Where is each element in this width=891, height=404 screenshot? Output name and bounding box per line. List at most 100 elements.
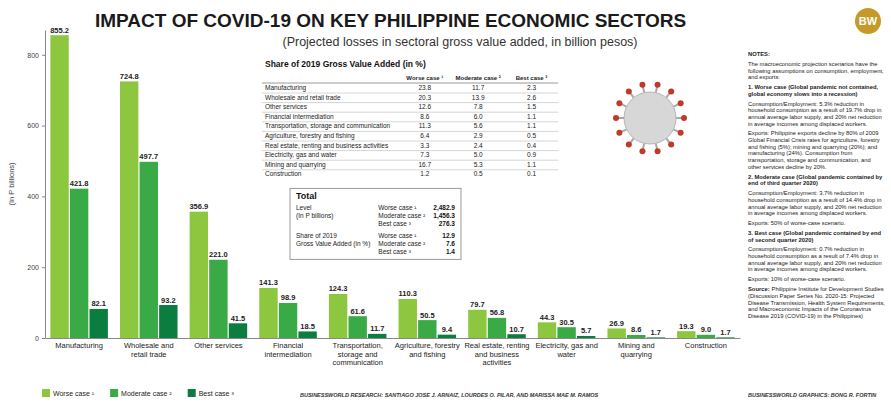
table-row-label: Transportation, storage and communicatio… <box>265 122 391 130</box>
bar <box>70 189 88 338</box>
table-cell: 1.1 <box>527 113 536 120</box>
total-case: Best case ³ <box>378 220 411 227</box>
table-cell: 2.6 <box>527 94 536 101</box>
notes-source-label: Source: <box>748 286 770 292</box>
bar <box>647 337 665 338</box>
data-label: 10.7 <box>509 325 524 334</box>
legend-label: Best case ³ <box>199 390 235 397</box>
bar <box>229 323 247 338</box>
table-column-head: Moderate case ² <box>456 75 501 81</box>
x-tick-label-line: intermediation <box>264 350 311 359</box>
bar <box>418 320 436 338</box>
total-unit: Gross Value Added (in %) <box>296 240 370 248</box>
bar <box>120 81 138 338</box>
bar <box>259 288 277 338</box>
table-rule <box>262 102 558 103</box>
total-value: 7.6 <box>446 240 455 247</box>
notes-case-text-line: household consumption as a result of 14.… <box>748 197 881 203</box>
x-tick: Real estate, rentingand businessactiviti… <box>464 338 529 367</box>
credit-research: BUSINESSWORLD RESEARCH: SANTIAGO JOSE J.… <box>300 392 599 398</box>
data-label: 98.9 <box>281 293 296 302</box>
data-label: 124.3 <box>329 284 348 293</box>
table-row-label: Construction <box>265 170 302 177</box>
table-cell: 1.2 <box>420 170 429 177</box>
y-tick-label: 0 <box>35 335 39 342</box>
total-case: Moderate case ² <box>378 212 426 219</box>
bar <box>190 212 208 338</box>
notes-case-text: Consumption/Employment: 0.7% reduction i… <box>748 246 882 272</box>
x-tick-label-line: Construction <box>685 341 727 350</box>
notes-case-text-line: in average incomes among displaced worke… <box>748 210 868 216</box>
table-cell: 12.6 <box>418 103 431 110</box>
legend-label: Moderate case ² <box>121 390 172 397</box>
table-column-head: Best case ³ <box>516 75 548 81</box>
notes-intro-line: and exports: <box>748 74 780 80</box>
y-tick: 600 <box>27 122 45 129</box>
table-row-label: Manufacturing <box>265 84 307 92</box>
notes-case-text-line: and fishing (5%); mining and quarrying (… <box>748 144 877 150</box>
total-case: Best case ³ <box>378 248 411 255</box>
data-label: 79.7 <box>470 300 485 309</box>
bar <box>50 35 68 338</box>
infographic: IMPACT OF COVID-19 ON KEY PHILIPPINE ECO… <box>0 0 891 404</box>
table-title: Share of 2019 Gross Value Added (in %) <box>265 59 426 69</box>
total-value: 1.4 <box>446 248 455 255</box>
x-tick-label-line: and fishing <box>409 350 445 359</box>
x-tick-label: Transportation,storage andcommunication <box>332 341 382 367</box>
table-cell: 1.5 <box>527 103 536 110</box>
table-rule <box>262 160 558 161</box>
y-tick: 800 <box>27 52 45 59</box>
bar <box>438 335 456 338</box>
x-tick: Financialintermediation <box>264 338 311 359</box>
bar <box>89 309 107 338</box>
bar <box>697 335 715 338</box>
bar <box>716 337 734 338</box>
share-table: Share of 2019 Gross Value Added (in %) Ma… <box>262 59 558 177</box>
total-box: TotalLevel(In P billions)Worse case ¹Mod… <box>290 188 461 259</box>
virus-tip <box>626 142 632 148</box>
notes-case-text: Exports: Philippine exports decline by 8… <box>748 130 880 169</box>
notes-case-text-line: Exports: 10% of worse-case scenario. <box>748 276 846 282</box>
data-label: 9.0 <box>701 325 711 334</box>
legend-swatch <box>110 389 118 397</box>
notes-heading-line: NOTES: <box>748 51 770 57</box>
notes-source-line: Disease 2019 (COVID-19) in the Philippin… <box>748 313 863 319</box>
y-tick: 0 <box>35 335 45 342</box>
notes-source-line: Philippine Institute for Development Stu… <box>772 286 884 292</box>
x-tick-label: Financialintermediation <box>264 341 311 359</box>
bar <box>607 328 625 338</box>
notes-case-text-line: Consumption/Employment: 5.3% reduction i… <box>748 101 864 107</box>
notes-case-text-line: annual average labor supply, and 20% net… <box>748 114 882 120</box>
bar <box>557 327 575 338</box>
legend-swatch <box>188 389 196 397</box>
notes-case-title-line: end of third quarter 2020) <box>748 180 818 186</box>
table-cell: 2.4 <box>474 142 483 149</box>
notes-intro-line: following assumptions on consumption, em… <box>748 68 884 74</box>
total-case: Worse case ¹ <box>378 232 417 239</box>
x-tick-label: Mining andquarrying <box>618 341 655 359</box>
bar <box>577 336 595 338</box>
data-label: 93.2 <box>161 296 176 305</box>
x-tick-label: Other services <box>194 341 243 350</box>
table-cell: 13.9 <box>472 94 485 101</box>
virus-tip <box>655 148 661 154</box>
y-axis: 0200400600800 <box>27 31 45 342</box>
table-cell: 1.1 <box>527 122 536 129</box>
data-label: 61.6 <box>350 307 365 316</box>
x-tick-label-line: communication <box>332 358 382 367</box>
logo: BW <box>855 8 881 34</box>
notes-case-text-line: in average incomes among displaced worke… <box>748 266 868 272</box>
logo-text: BW <box>859 15 878 27</box>
y-axis-title: (In P billions) <box>7 162 16 206</box>
table-cell: 5.6 <box>474 122 483 129</box>
table-cell: 5.3 <box>474 161 483 168</box>
virus-tip <box>616 100 622 106</box>
table-rule <box>262 112 558 113</box>
notes-case-text-line: household consumption as a result of 19.… <box>748 107 881 113</box>
x-tick: Manufacturing <box>55 338 103 350</box>
y-tick: 400 <box>27 193 45 200</box>
bar <box>468 310 486 338</box>
table-cell: 11.3 <box>419 122 432 129</box>
notes-case-text-line: annual average labor supply, and 20% net… <box>748 204 882 210</box>
notes-case-text: Exports: 50% of worse-case scenario. <box>748 220 846 226</box>
